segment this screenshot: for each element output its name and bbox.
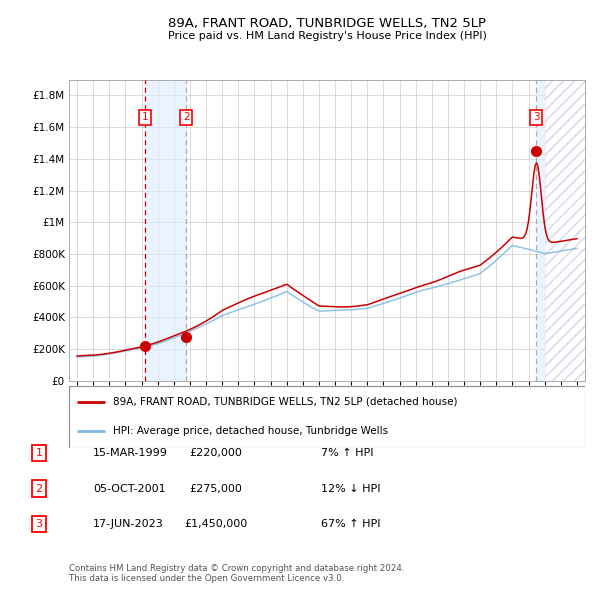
Bar [145, 80, 186, 381]
Text: 05-OCT-2001: 05-OCT-2001 [93, 484, 166, 493]
Text: £220,000: £220,000 [190, 448, 242, 458]
Text: 17-JUN-2023: 17-JUN-2023 [93, 519, 164, 529]
Text: 67% ↑ HPI: 67% ↑ HPI [321, 519, 380, 529]
Text: 1: 1 [35, 448, 43, 458]
Text: 2: 2 [35, 484, 43, 493]
Text: HPI: Average price, detached house, Tunbridge Wells: HPI: Average price, detached house, Tunb… [113, 426, 388, 436]
Bar [545, 80, 585, 381]
Text: 89A, FRANT ROAD, TUNBRIDGE WELLS, TN2 5LP: 89A, FRANT ROAD, TUNBRIDGE WELLS, TN2 5L… [168, 17, 486, 30]
Text: 15-MAR-1999: 15-MAR-1999 [93, 448, 168, 458]
Text: 1: 1 [142, 112, 148, 122]
Text: 12% ↓ HPI: 12% ↓ HPI [321, 484, 380, 493]
Bar [545, 80, 585, 381]
Bar [536, 80, 545, 381]
Text: £1,450,000: £1,450,000 [184, 519, 248, 529]
Text: Contains HM Land Registry data © Crown copyright and database right 2024.
This d: Contains HM Land Registry data © Crown c… [69, 563, 404, 583]
Text: 7% ↑ HPI: 7% ↑ HPI [321, 448, 373, 458]
Text: £275,000: £275,000 [190, 484, 242, 493]
Text: 3: 3 [533, 112, 539, 122]
Text: Price paid vs. HM Land Registry's House Price Index (HPI): Price paid vs. HM Land Registry's House … [167, 31, 487, 41]
Text: 89A, FRANT ROAD, TUNBRIDGE WELLS, TN2 5LP (detached house): 89A, FRANT ROAD, TUNBRIDGE WELLS, TN2 5L… [113, 397, 457, 407]
Text: 3: 3 [35, 519, 43, 529]
Text: 2: 2 [183, 112, 190, 122]
